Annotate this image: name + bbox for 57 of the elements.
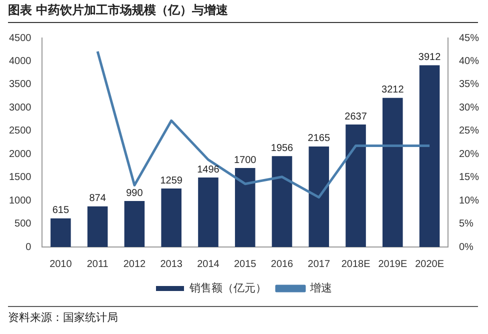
y2-tick-label: 45%: [458, 32, 480, 44]
data-label: 1496: [197, 164, 220, 176]
bar: [50, 218, 71, 247]
bar: [382, 98, 403, 247]
x-tick-label: 2017: [308, 258, 330, 270]
y2-tick-label: 5%: [458, 218, 474, 230]
y2-tick-label: 40%: [458, 56, 480, 67]
y-tick-label: 0: [26, 242, 32, 253]
x-tick-label: 2015: [234, 258, 257, 270]
x-tick-label: 2019E: [378, 258, 408, 270]
y2-tick-label: 0%: [458, 242, 474, 253]
data-label: 3212: [382, 84, 404, 96]
y-tick-label: 3500: [8, 79, 32, 90]
text: 资料来源：国家统计局: [8, 306, 478, 325]
y2-tick-label: 25%: [458, 126, 480, 137]
y-tick-label: 1500: [8, 172, 32, 184]
bar: [198, 178, 218, 247]
x-tick-label: 2016: [270, 258, 294, 270]
bar: [419, 65, 440, 247]
y-tick-label: 500: [14, 218, 32, 230]
y2-tick-label: 10%: [458, 195, 480, 206]
y2-tick-label: 35%: [458, 79, 480, 90]
data-label: 990: [126, 188, 144, 199]
bar: [272, 156, 292, 247]
data-label: 1259: [160, 175, 183, 186]
x-tick-label: 2018E: [341, 258, 371, 270]
y-tick-label: 4000: [8, 56, 32, 67]
y2-tick-label: 15%: [458, 172, 480, 184]
y-tick-label: 2500: [8, 126, 32, 137]
bar: [87, 206, 108, 247]
x-tick-label: 2013: [160, 258, 183, 270]
data-label: 2165: [308, 133, 330, 144]
x-tick-label: 2010: [50, 258, 72, 270]
y2-tick-label: 30%: [458, 102, 480, 114]
data-label: 1700: [234, 154, 257, 166]
legend-label: 增速: [309, 282, 332, 295]
bar: [346, 124, 366, 247]
data-label: 1956: [270, 142, 294, 154]
legend-label: 销售额（亿元）: [188, 282, 266, 295]
data-label: 874: [89, 193, 106, 204]
x-tick-label: 2011: [86, 258, 109, 270]
bar: [161, 188, 182, 247]
y-tick-label: 2000: [8, 148, 32, 160]
y-tick-label: 3000: [8, 102, 32, 114]
data-label: 615: [52, 205, 70, 216]
x-tick-label: 2012: [123, 258, 146, 270]
bar: [234, 168, 256, 247]
data-label: 3912: [418, 52, 442, 64]
data-label: 2637: [344, 111, 368, 122]
y2-tick-label: 20%: [458, 148, 480, 160]
x-tick-label: 2014: [197, 258, 220, 270]
bar: [308, 146, 330, 247]
chart-title: 图表 中药饮片加工市场规模（亿）与增速: [8, 2, 478, 23]
y-tick-label: 4500: [8, 32, 32, 44]
x-tick-label: 2020E: [415, 258, 444, 270]
bar: [124, 201, 145, 247]
y-tick-label: 1000: [8, 195, 32, 206]
